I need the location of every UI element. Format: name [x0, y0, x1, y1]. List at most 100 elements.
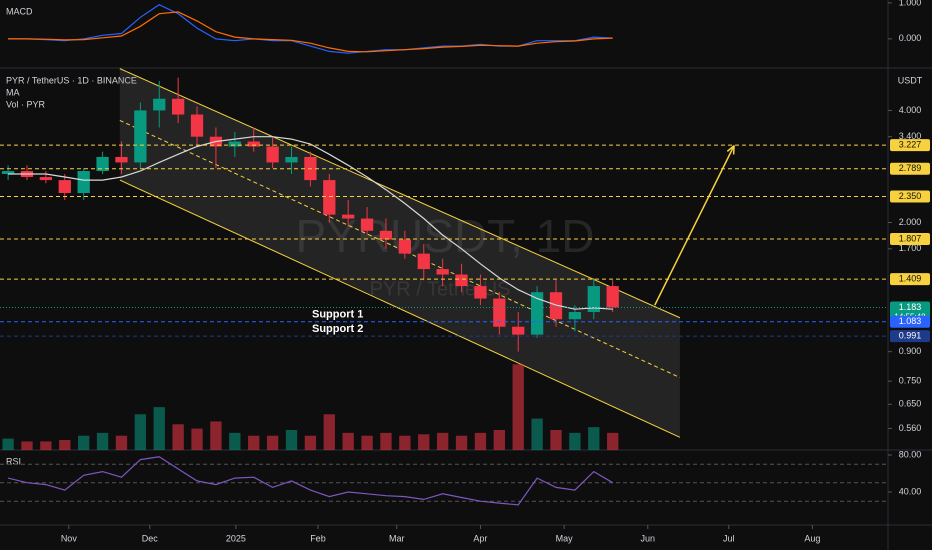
candle-body: [360, 218, 374, 231]
candle-body: [96, 156, 109, 172]
volume-bar: [550, 430, 562, 450]
volume-bar: [153, 407, 165, 450]
volume-bar: [59, 440, 71, 450]
candle-body: [58, 180, 71, 194]
last-price-label: 1.183: [899, 302, 922, 312]
candle-body: [493, 298, 506, 327]
volume-bar: [418, 434, 430, 450]
legend-entry: MA: [6, 87, 20, 97]
volume-bar: [115, 435, 128, 450]
unit-label: USDT: [898, 75, 923, 85]
candle-body: [568, 312, 582, 320]
volume-bar: [172, 424, 184, 450]
x-tick-label: May: [556, 533, 574, 543]
panel-title: MACD: [6, 6, 33, 16]
volume-bar: [569, 432, 581, 450]
volume-bar: [96, 432, 109, 450]
volume-bar: [285, 430, 298, 450]
candle-body: [436, 269, 449, 275]
volume-bar: [531, 418, 543, 450]
volume-bar: [134, 414, 147, 450]
volume-bar: [361, 435, 373, 450]
volume-bar: [588, 427, 600, 450]
volume-bar: [248, 435, 260, 450]
volume-bar: [512, 364, 524, 450]
candle-body: [455, 274, 468, 287]
annotation: Support 1: [312, 309, 363, 321]
candle-body: [77, 171, 90, 194]
level-box: [890, 330, 930, 343]
candle-body: [530, 292, 544, 335]
y-tick-label: 1.000: [899, 0, 922, 7]
x-tick-label: Apr: [473, 533, 487, 543]
y-tick-label: 40.00: [899, 486, 922, 496]
y-tick-label: 4.000: [899, 105, 922, 115]
level-label: 3.227: [899, 140, 922, 150]
volume-bar: [607, 432, 619, 450]
x-tick-label: Feb: [310, 533, 326, 543]
level-label: 2.350: [899, 191, 922, 201]
volume-bar: [493, 430, 505, 450]
series-line: [8, 11, 613, 53]
volume-bar: [323, 414, 335, 450]
volume-bar: [342, 432, 354, 450]
y-tick-label: 2.000: [899, 217, 922, 227]
volume-bar: [399, 435, 411, 450]
x-tick-label: Jul: [723, 533, 735, 543]
candle-body: [512, 326, 525, 335]
annotation: Support 2: [312, 323, 363, 335]
volume-bar: [474, 432, 487, 450]
series-line: [7, 456, 614, 506]
level-label: 1.409: [899, 274, 922, 284]
channel-line: [119, 68, 681, 319]
y-tick-label: 3.400: [899, 131, 922, 141]
volume-bar: [2, 438, 14, 450]
candle-body: [228, 141, 241, 147]
level-box: [890, 162, 930, 175]
arrow: [654, 145, 735, 306]
x-tick-label: Aug: [804, 533, 820, 543]
arrow-head: [726, 144, 735, 155]
candle-body: [266, 146, 279, 163]
level-label: 2.789: [899, 163, 922, 173]
candle-body: [474, 286, 487, 299]
volume-bar: [266, 435, 279, 450]
y-tick-label: 0.650: [899, 399, 922, 409]
volume-bar: [229, 432, 241, 450]
level-box: [890, 139, 930, 152]
level-box: [890, 315, 930, 328]
candle-body: [606, 286, 619, 308]
y-tick-label: 0.000: [899, 33, 922, 43]
candle-body: [115, 156, 128, 163]
level-box: [890, 273, 930, 286]
candle-body: [171, 98, 185, 115]
volume-bar: [436, 432, 449, 450]
level-label: 1.807: [899, 233, 922, 243]
candle-body: [247, 141, 260, 147]
candle-body: [398, 239, 412, 254]
panel-title: Vol · PYR: [6, 99, 46, 109]
x-tick-label: Dec: [142, 533, 159, 543]
candle-body: [39, 177, 53, 181]
candle-body: [285, 156, 298, 163]
volume-bar: [21, 441, 33, 450]
x-tick-label: Mar: [389, 533, 405, 543]
candle-body: [1, 171, 15, 174]
candle-body: [417, 253, 430, 270]
candle-body: [190, 114, 204, 137]
volume-bar: [380, 432, 392, 450]
x-tick-label: Jun: [641, 533, 656, 543]
candle-body: [379, 230, 393, 240]
level-label: 1.083: [899, 316, 922, 326]
candle-body: [153, 98, 166, 111]
x-tick-label: 2025: [226, 533, 246, 543]
volume-bar: [210, 421, 222, 450]
y-tick-label: 1.700: [899, 243, 922, 253]
candle-body: [323, 180, 336, 215]
y-tick-label: 0.900: [899, 346, 922, 356]
panel-title: PYR / TetherUS · 1D · BINANCE: [6, 75, 137, 85]
x-tick-label: Nov: [61, 533, 78, 543]
level-label: 0.991: [899, 330, 922, 340]
